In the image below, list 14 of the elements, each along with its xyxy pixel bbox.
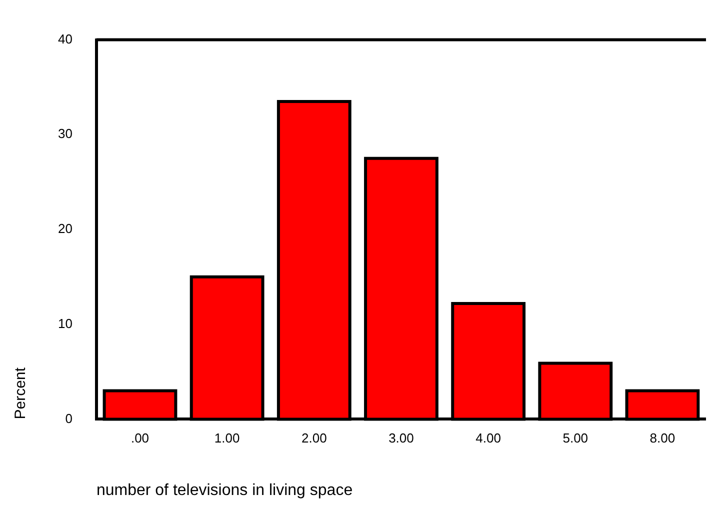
x-tick-label: 4.00 (476, 430, 501, 446)
x-tick-label: .00 (130, 430, 150, 446)
y-tick-label: 20 (58, 221, 72, 236)
x-tick-label: 1.00 (214, 430, 240, 446)
y-tick-label: 30 (58, 126, 72, 142)
y-tick-label: 10 (58, 316, 72, 331)
x-tick-label: 3.00 (388, 430, 414, 446)
x-tick-label: 8.00 (650, 430, 676, 446)
y-tick-label: 40 (58, 31, 72, 46)
x-tick-label: 5.00 (562, 430, 588, 446)
x-axis-title: number of televisions in living space (96, 482, 353, 499)
y-tick-label: 0 (65, 410, 72, 426)
x-tick-label: 2.00 (301, 430, 327, 446)
y-axis-title: Percent (12, 366, 30, 420)
